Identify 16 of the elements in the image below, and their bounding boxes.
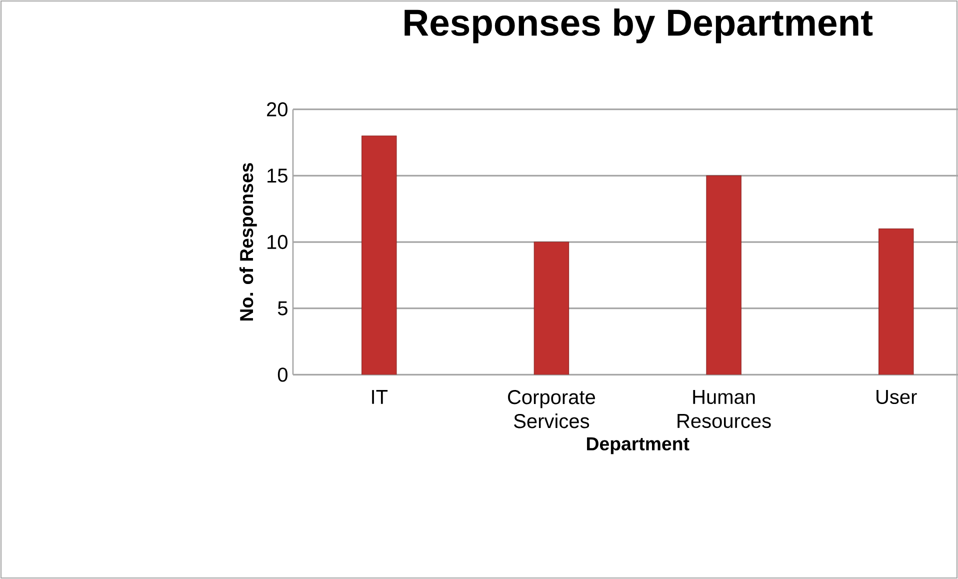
- y-tick-label: 20: [267, 102, 288, 116]
- chart-title: Responses by Department: [404, 8, 873, 44]
- bar: [534, 242, 570, 375]
- x-tick-label: IT: [372, 390, 388, 404]
- bar: [878, 228, 914, 375]
- y-axis-title: No. of Responses: [239, 163, 257, 320]
- x-tick-label: Human Resources: [678, 390, 771, 428]
- x-tick-label: Corporate Services: [508, 390, 596, 428]
- y-tick-label: 10: [268, 234, 288, 250]
- y-tick-label: 5: [278, 301, 288, 316]
- bar: [362, 136, 397, 375]
- y-tick-label: 0: [278, 368, 288, 382]
- x-axis-title: Department: [587, 437, 690, 454]
- x-tick-label: User: [876, 390, 917, 404]
- y-tick-label: 15: [268, 168, 288, 183]
- bar: [706, 175, 742, 375]
